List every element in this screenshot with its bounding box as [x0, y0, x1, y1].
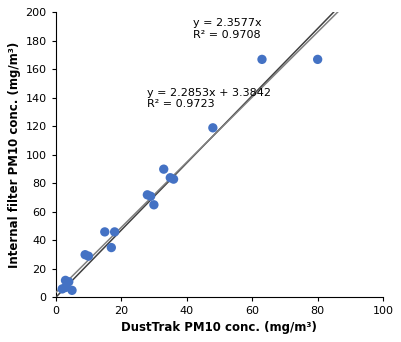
X-axis label: DustTrak PM10 conc. (mg/m³): DustTrak PM10 conc. (mg/m³)	[121, 321, 316, 334]
Point	[167, 175, 173, 181]
Point	[108, 245, 114, 250]
Point	[62, 278, 69, 283]
Point	[144, 192, 150, 198]
Text: y = 2.3577x
R² = 0.9708: y = 2.3577x R² = 0.9708	[193, 18, 261, 40]
Point	[111, 229, 117, 235]
Point	[258, 57, 265, 62]
Point	[209, 125, 216, 131]
Point	[150, 202, 157, 208]
Point	[314, 57, 320, 62]
Point	[147, 194, 154, 199]
Point	[85, 253, 91, 259]
Point	[59, 286, 65, 292]
Y-axis label: Internal filter PM10 conc. (mg/m³): Internal filter PM10 conc. (mg/m³)	[8, 42, 21, 268]
Point	[170, 176, 176, 182]
Point	[101, 229, 108, 235]
Text: y = 2.2853x + 3.3842
R² = 0.9723: y = 2.2853x + 3.3842 R² = 0.9723	[147, 88, 271, 109]
Point	[69, 288, 75, 293]
Point	[160, 167, 166, 172]
Point	[62, 285, 69, 290]
Point	[65, 279, 72, 285]
Point	[82, 252, 88, 258]
